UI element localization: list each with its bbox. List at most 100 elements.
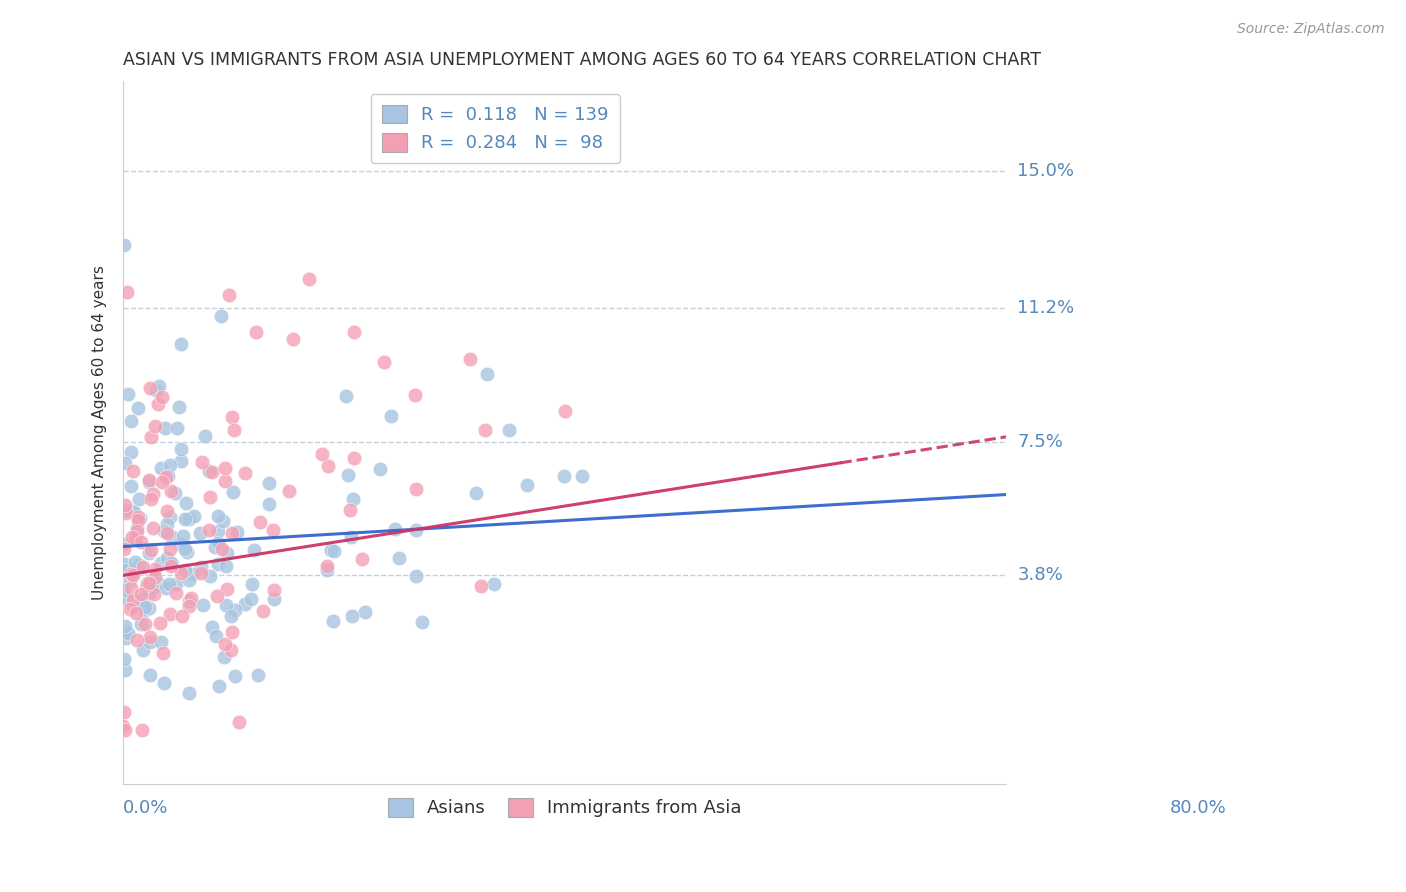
- Point: [170, 442, 193, 457]
- Point: [138, 575, 160, 590]
- Point: [405, 483, 427, 497]
- Point: [122, 599, 145, 614]
- Point: [339, 503, 361, 517]
- Point: [163, 486, 186, 500]
- Point: [411, 615, 433, 630]
- Point: [125, 524, 148, 539]
- Point: [120, 582, 142, 596]
- Point: [141, 582, 163, 596]
- Point: [553, 468, 575, 483]
- Point: [156, 526, 179, 541]
- Point: [388, 550, 411, 565]
- Point: [125, 521, 148, 535]
- Point: [278, 483, 301, 498]
- Text: 3.8%: 3.8%: [1017, 566, 1063, 584]
- Point: [150, 475, 173, 489]
- Point: [114, 498, 136, 512]
- Point: [170, 608, 193, 623]
- Point: [115, 591, 138, 606]
- Point: [138, 601, 160, 615]
- Y-axis label: Unemployment Among Ages 60 to 64 years: Unemployment Among Ages 60 to 64 years: [93, 266, 107, 600]
- Point: [336, 467, 359, 482]
- Point: [120, 444, 142, 458]
- Point: [153, 524, 176, 538]
- Point: [146, 397, 169, 411]
- Point: [125, 531, 148, 545]
- Point: [214, 559, 236, 574]
- Point: [112, 583, 135, 598]
- Point: [212, 514, 235, 528]
- Point: [207, 524, 229, 539]
- Point: [188, 526, 211, 541]
- Point: [150, 390, 173, 404]
- Point: [120, 566, 142, 581]
- Point: [177, 512, 200, 526]
- Point: [262, 523, 284, 537]
- Point: [120, 478, 142, 492]
- Point: [243, 543, 266, 558]
- Point: [139, 635, 162, 649]
- Point: [484, 577, 506, 591]
- Point: [380, 409, 402, 423]
- Point: [177, 599, 200, 614]
- Point: [117, 386, 139, 401]
- Legend: Asians, Immigrants from Asia: Asians, Immigrants from Asia: [380, 791, 749, 824]
- Point: [139, 381, 162, 395]
- Point: [159, 509, 181, 524]
- Point: [120, 602, 142, 616]
- Point: [214, 598, 236, 612]
- Point: [146, 576, 169, 591]
- Point: [233, 597, 256, 611]
- Text: 11.2%: 11.2%: [1017, 300, 1074, 318]
- Point: [207, 535, 229, 549]
- Point: [112, 238, 135, 252]
- Point: [136, 578, 159, 592]
- Point: [201, 465, 224, 479]
- Text: Source: ZipAtlas.com: Source: ZipAtlas.com: [1237, 22, 1385, 37]
- Point: [124, 530, 146, 544]
- Point: [470, 579, 492, 593]
- Point: [475, 367, 498, 381]
- Point: [117, 626, 139, 640]
- Point: [159, 541, 181, 556]
- Point: [149, 556, 172, 570]
- Point: [169, 537, 191, 551]
- Point: [217, 582, 239, 596]
- Point: [207, 589, 229, 603]
- Point: [138, 475, 160, 490]
- Point: [224, 423, 246, 437]
- Point: [343, 325, 366, 339]
- Point: [128, 558, 150, 572]
- Point: [246, 668, 269, 682]
- Point: [222, 485, 245, 500]
- Text: 7.5%: 7.5%: [1017, 433, 1063, 450]
- Point: [240, 577, 263, 591]
- Point: [211, 542, 233, 557]
- Point: [218, 287, 240, 301]
- Point: [208, 679, 231, 693]
- Point: [112, 563, 135, 577]
- Point: [143, 587, 166, 601]
- Point: [474, 423, 496, 437]
- Point: [207, 557, 229, 571]
- Point: [245, 325, 267, 339]
- Point: [342, 492, 364, 507]
- Point: [128, 492, 150, 507]
- Point: [134, 603, 156, 617]
- Point: [115, 506, 138, 520]
- Point: [153, 421, 176, 435]
- Point: [316, 459, 339, 474]
- Point: [159, 607, 181, 622]
- Point: [138, 667, 160, 681]
- Point: [177, 594, 200, 608]
- Point: [176, 545, 198, 559]
- Point: [156, 550, 179, 565]
- Point: [404, 388, 426, 402]
- Point: [169, 453, 191, 467]
- Point: [322, 614, 344, 628]
- Point: [190, 566, 212, 580]
- Point: [516, 477, 538, 491]
- Point: [155, 470, 177, 484]
- Point: [281, 332, 304, 346]
- Point: [157, 577, 180, 591]
